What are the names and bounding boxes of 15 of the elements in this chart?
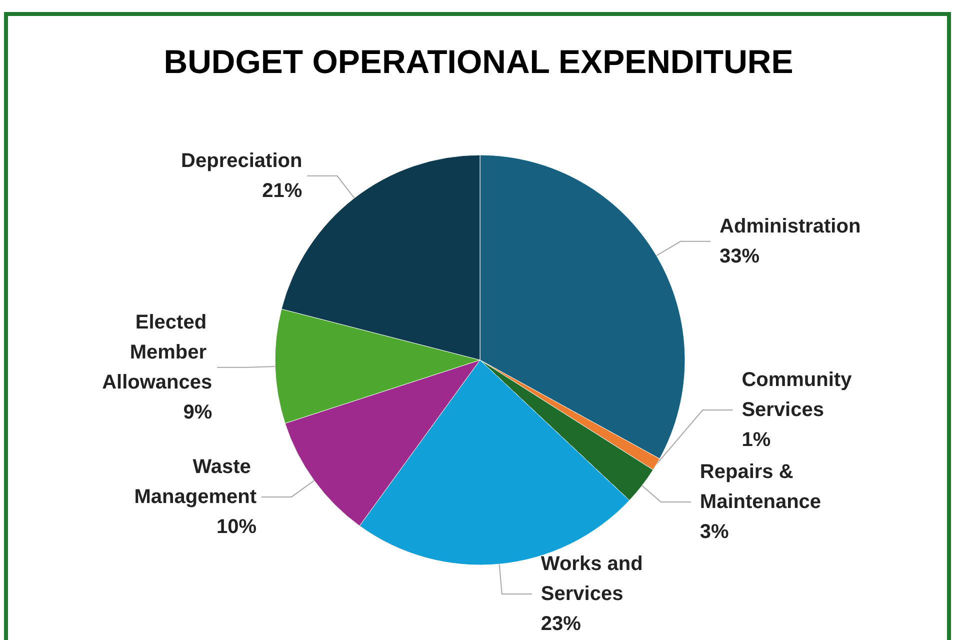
data-label: 1% bbox=[742, 429, 771, 451]
slice-label: Elected Member Allowances bbox=[102, 311, 212, 394]
data-label: 10% bbox=[216, 516, 257, 538]
slice-label: Repairs & Maintenance bbox=[700, 461, 822, 513]
chart-title: BUDGET OPERATIONAL EXPENDITURE bbox=[164, 43, 794, 80]
slice-label: Depreciation bbox=[181, 150, 302, 172]
slice-label: Community Services bbox=[742, 369, 858, 421]
data-label: 3% bbox=[700, 521, 730, 543]
slice-label: Works and Services bbox=[540, 553, 648, 605]
slice-label: Waste Management bbox=[134, 456, 257, 508]
data-label: 21% bbox=[262, 180, 302, 202]
data-label: 23% bbox=[540, 613, 582, 635]
data-label: 33% bbox=[720, 245, 760, 268]
data-label: 9% bbox=[183, 401, 212, 424]
slice-label: Administration bbox=[720, 215, 861, 238]
